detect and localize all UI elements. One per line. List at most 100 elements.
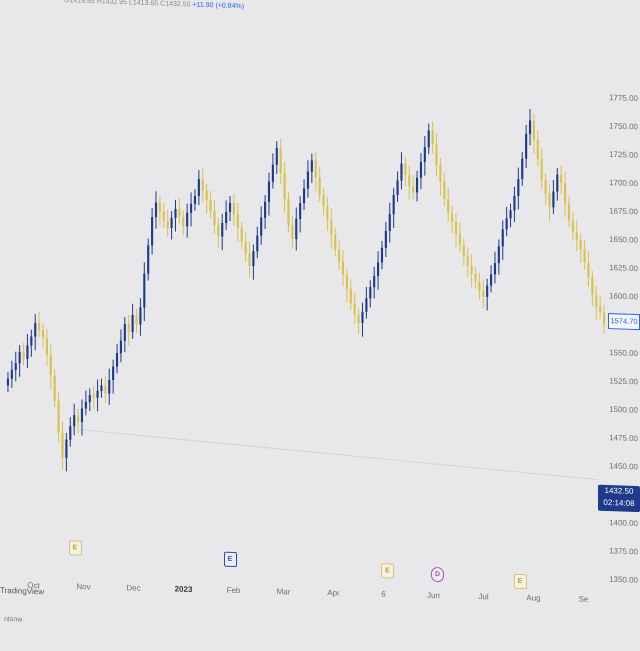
candle-body [591,277,594,295]
candle-body [532,120,535,140]
candle-body [458,233,461,245]
candle-body [244,241,247,254]
candle-body [14,363,17,370]
candle-body [497,246,500,264]
candle-body [486,285,489,297]
time-axis-label: Feb [227,586,241,595]
candle-body [256,235,259,252]
candle-body [65,439,68,458]
candle-body [373,275,376,288]
price-tick-label: 1775.00 [609,93,638,103]
candle-body [306,171,310,189]
candle-body [18,351,21,364]
candle-body [84,401,87,409]
price-tick-label: 1750.00 [609,121,638,131]
candle-body [275,147,278,165]
candle-body [30,336,33,346]
earnings-event-icon[interactable]: E [223,551,237,567]
candle-body [115,353,119,367]
candle-body [552,191,555,208]
candle-body [482,290,485,297]
candle-body [49,355,52,376]
time-axis-label: Jul [478,592,488,601]
candle-body [540,159,543,180]
candle-body [396,180,399,196]
price-tick-label: 1500.00 [609,405,638,415]
candle-body [380,247,384,263]
candle-body [225,211,228,224]
candle-body [283,172,286,200]
candle-body [127,323,130,332]
price-tick-label: 1625.00 [609,263,638,273]
candle-body [310,160,313,172]
candle-body [61,432,64,458]
candle-body [34,322,37,337]
candle-body [131,315,134,333]
candle-body [528,120,532,135]
candle-body [338,249,341,262]
candle-body [139,307,142,325]
candle-body [314,160,317,178]
candle-body [330,219,333,235]
candle-body [209,199,212,212]
current-price-tag: 1432.50 02:14:08 [598,484,640,513]
price-tick-label: 1725.00 [609,150,638,160]
candle-body [193,195,197,204]
candle-body [571,220,574,232]
candle-body [57,400,60,433]
time-axis-label: Nov [76,582,90,591]
candle-body [353,303,356,315]
candle-body [154,202,158,218]
candle-body [92,395,95,398]
guide-line [79,429,599,481]
candle-body [341,261,345,275]
candle-body [299,203,302,219]
last-price-marker[interactable]: 1574.70 [608,313,640,331]
candle-body [564,182,567,204]
candle-body [408,175,411,187]
earnings-event-icon[interactable]: E [68,539,82,556]
candle-body [143,273,146,308]
candle-body [602,312,606,325]
candle-body [170,217,173,229]
candle-body [264,201,267,218]
time-axis-label: Jun [427,591,440,600]
candle-body [318,177,321,195]
dividend-event-icon[interactable]: D [431,567,444,583]
tradingview-watermark[interactable]: TradingView [0,585,45,597]
candle-body [567,203,571,221]
candle-body [271,164,274,182]
candle-body [478,281,481,291]
candle-body [10,369,13,379]
candle-body [240,228,243,242]
candle-body [392,194,395,215]
candle-body [474,273,477,282]
time-axis-label: Se [579,595,589,604]
candle-body [22,352,25,359]
candle-body [501,229,504,247]
time-axis-label: Apr [327,588,340,597]
candle-body [470,265,473,274]
earnings-event-icon[interactable]: E [381,563,394,579]
candle-body [509,210,512,219]
time-axis-label: 6 [381,590,386,599]
candle-body [384,230,387,249]
candle-body [232,202,235,215]
candle-body [536,139,539,160]
earnings-event-icon[interactable]: E [513,573,527,589]
candle-body [69,426,72,440]
candle-body [38,323,41,330]
candle-body [361,311,364,324]
price-tick-label: 1525.00 [609,376,638,386]
price-tick-label: 1400.00 [609,518,638,528]
candle-body [189,203,193,213]
candle-body [415,177,419,193]
candle-body [365,298,368,312]
candle-body [560,174,563,183]
candle-body [123,323,126,341]
price-tick-label: 1475.00 [609,433,638,443]
candle-body [213,211,216,226]
time-axis-label: Oct [27,581,40,590]
